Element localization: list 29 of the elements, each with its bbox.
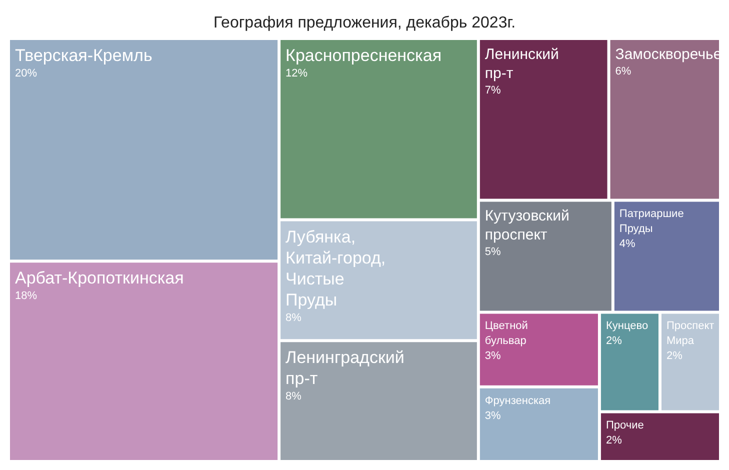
category-label: Фрунзенская	[484, 394, 551, 407]
category-label: Ленинградский пр-т	[286, 348, 404, 388]
data-label: 2%	[606, 335, 622, 348]
data-label: 3%	[484, 410, 502, 422]
category-label: Кунцево	[606, 320, 648, 332]
category-label: Краснопресненская	[286, 46, 442, 65]
data-label: 2%	[666, 350, 683, 362]
data-label: 20%	[15, 68, 38, 80]
category-label: Ленинский пр-т	[484, 46, 559, 82]
category-label: Лубянка, Китай-город, Чистые Пруды	[286, 227, 386, 310]
category-label: Замоскворечье	[615, 46, 722, 63]
data-label: 6%	[615, 66, 632, 78]
data-label: 2%	[606, 434, 622, 447]
category-label: Проспект Мира	[666, 320, 714, 348]
category-label: Арбат-Кропоткинская	[15, 268, 184, 288]
category-label: Кутузовский проспект	[484, 208, 570, 244]
data-label: 5%	[484, 246, 502, 258]
data-label: 8%	[286, 312, 302, 324]
text: География предложения, декабрь 2023г.	[213, 14, 516, 32]
category-label: Прочие	[606, 420, 644, 432]
data-label: 18%	[15, 290, 38, 302]
category-label: Тверская-Кремль	[15, 46, 152, 65]
data-label: 4%	[619, 238, 636, 250]
data-label: 7%	[484, 84, 502, 96]
data-label: 3%	[484, 350, 502, 362]
data-label: 12%	[286, 68, 308, 80]
data-label: 8%	[286, 390, 302, 403]
category-label: Цветной бульвар	[484, 320, 528, 348]
category-label: Патриаршие Пруды	[619, 208, 684, 236]
